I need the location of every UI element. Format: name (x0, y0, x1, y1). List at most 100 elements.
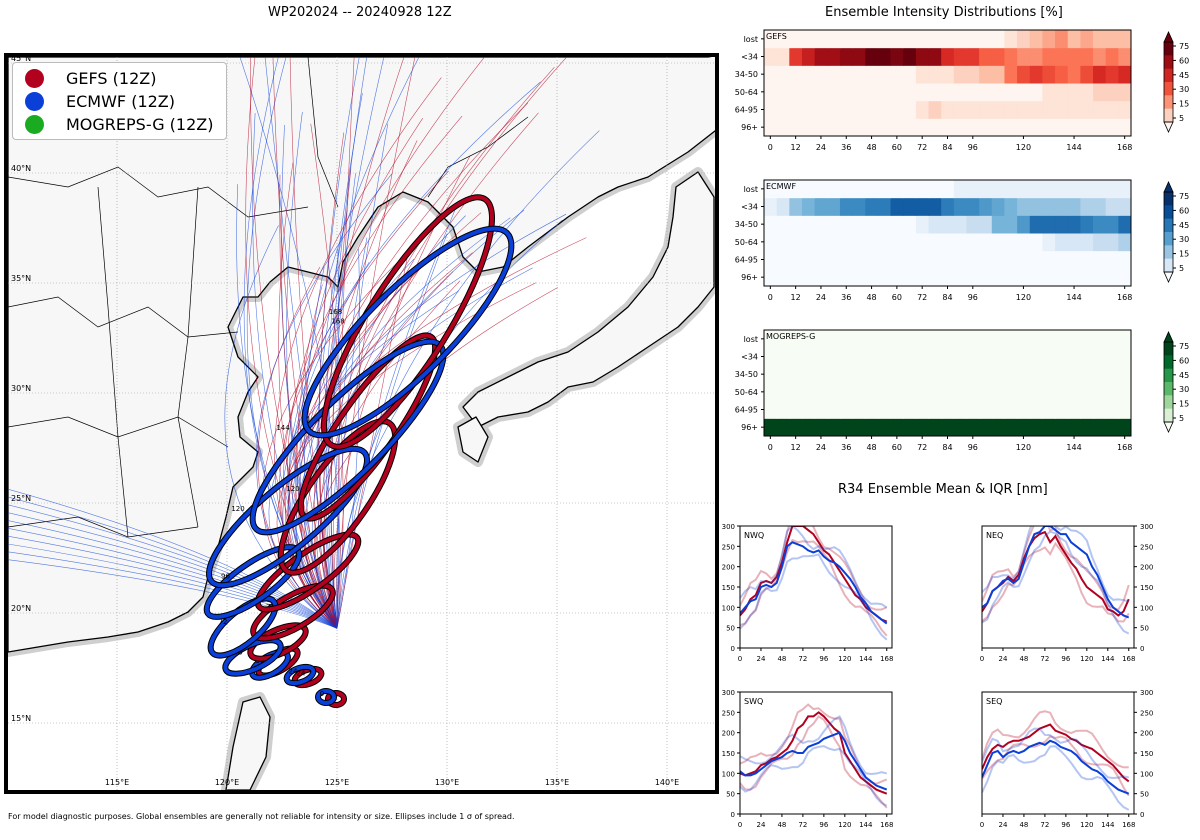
heat-cell (865, 215, 879, 234)
heat-cell (1093, 47, 1107, 66)
heat-cell (979, 268, 993, 287)
colorbar-max-arrow (1163, 31, 1174, 43)
heat-cell (979, 47, 993, 66)
colorbar-segment (1164, 245, 1173, 260)
heat-cell (814, 47, 828, 66)
heat-cell (1029, 83, 1043, 102)
ecmwf-iqr-line (740, 745, 888, 807)
heat-cell (903, 400, 917, 419)
heat-cell (966, 250, 980, 269)
heat-cell (827, 215, 841, 234)
heat-cell (915, 268, 930, 287)
heat-cell (928, 180, 942, 199)
heat-cell (953, 65, 967, 84)
heat-cell (877, 233, 892, 252)
heat-cell (814, 215, 828, 234)
heat-cell (877, 30, 892, 49)
heat-cell (979, 347, 993, 366)
heat-cell (928, 330, 942, 349)
heat-cell (1080, 383, 1094, 402)
colorbar-label-75: 75 (1179, 342, 1189, 351)
heat-cell (903, 30, 917, 49)
intensity-title: Ensemble Intensity Distributions [%] (825, 5, 1063, 20)
heat-cell (1080, 215, 1094, 234)
heat-cell (966, 47, 980, 66)
heat-cell (865, 100, 879, 119)
heat-cell (953, 233, 967, 252)
gefs-ellipse-72 (251, 583, 335, 641)
heat-cell (764, 268, 778, 287)
track-map[interactable]: 0 0 24 24 36 36 48 48 72 72 96 96 120 120 144 144 168 168… (4, 53, 719, 794)
heat-cell (827, 365, 841, 384)
r34-x-label-96: 96 (819, 655, 828, 663)
heat-cell (1080, 347, 1094, 366)
gefs-mean-line (982, 723, 1130, 783)
heat-cell (1067, 383, 1081, 402)
legend-mogreps-label: MOGREPS-G (12Z) (66, 114, 214, 134)
heat-cell (1029, 400, 1043, 419)
heat-cell (915, 233, 930, 252)
heat-cell (979, 365, 993, 384)
heat-cell (764, 197, 778, 216)
heat-cell (903, 268, 917, 287)
heat-cell (1042, 65, 1056, 84)
r34-quadrant-label: SEQ (986, 697, 1002, 706)
heat-cell (764, 215, 778, 234)
heat-cell (966, 65, 980, 84)
heat-cell (764, 250, 778, 269)
gefs-mean-line (740, 711, 888, 795)
heat-cell (953, 383, 967, 402)
heat-cell (890, 30, 904, 49)
x-tick-label-60: 60 (892, 143, 902, 152)
gefs-ellipse-label-24: 24 (297, 670, 306, 678)
heat-cell (1055, 215, 1069, 234)
heat-cell (1017, 365, 1031, 384)
heat-cell (801, 330, 816, 349)
heat-cell (941, 418, 955, 437)
legend-ecmwf-label: ECMWF (12Z) (66, 91, 175, 111)
heat-cell (966, 365, 980, 384)
heat-cell (1093, 268, 1107, 287)
heat-cell (1118, 215, 1132, 234)
gefs-iqr-line (982, 541, 1130, 623)
heat-cell (801, 180, 816, 199)
heat-cell (1029, 250, 1043, 269)
heat-cell (1004, 47, 1018, 66)
heat-cell (979, 100, 993, 119)
heat-cell (1029, 65, 1043, 84)
heat-cell (1055, 197, 1069, 216)
heat-cell (764, 365, 778, 384)
ecmwf-member-track (8, 543, 338, 629)
heat-cell (1118, 30, 1132, 49)
r34-x-label-48: 48 (777, 821, 786, 829)
heat-cell (1004, 215, 1018, 234)
heat-cell (827, 47, 841, 66)
heat-cell (839, 215, 854, 234)
heat-cell (1042, 268, 1056, 287)
row-label-0: 96+ (741, 123, 758, 132)
heat-cell (852, 400, 866, 419)
heat-cell (1080, 197, 1094, 216)
x-tick-label-12: 12 (791, 293, 801, 302)
heat-cell (928, 47, 942, 66)
colorbar-segment (1164, 218, 1173, 233)
heat-cell (1042, 330, 1056, 349)
heat-cell (890, 233, 904, 252)
x-tick-label-144: 144 (1066, 443, 1081, 452)
lat-label-35: 35°N (11, 274, 31, 283)
r34-lines (982, 710, 1130, 811)
colorbar-label-30: 30 (1179, 85, 1189, 94)
heat-cell (1118, 197, 1132, 216)
ecmwf-member-track (224, 225, 338, 629)
heat-cell (1118, 383, 1132, 402)
gefs-ellipse-168 (322, 195, 494, 449)
heat-cell (877, 250, 892, 269)
heat-cell (979, 83, 993, 102)
ecmwf-ellipse-label-168: 168 (331, 318, 344, 326)
heat-cell (915, 400, 930, 419)
row-label-3: 34-50 (735, 70, 758, 79)
heat-cell (789, 418, 803, 437)
heat-cell (776, 347, 790, 366)
x-tick-label-120: 120 (1016, 293, 1031, 302)
